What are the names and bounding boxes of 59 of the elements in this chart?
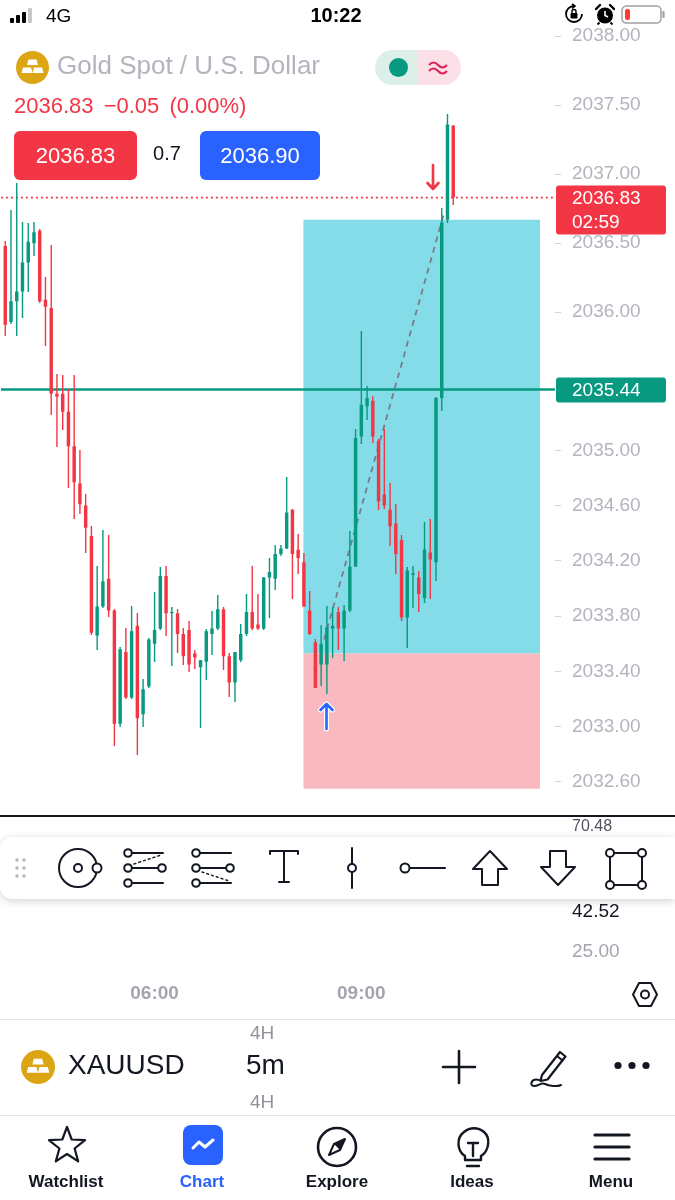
annotation: 0.7 — [153, 142, 181, 165]
candlestick — [296, 534, 300, 574]
y-tick-label: 2038.00 — [572, 24, 641, 46]
y-tick-label: 2034.20 — [572, 549, 641, 571]
y-tick-label: 2036.00 — [572, 300, 641, 322]
text: Chart — [179, 1172, 225, 1192]
y-tick-label: 2037.00 — [572, 162, 641, 184]
text: Menu — [588, 1172, 634, 1192]
y-tick-label: 2033.40 — [572, 659, 641, 681]
candlestick — [101, 530, 105, 608]
candlestick — [394, 504, 398, 574]
candlestick — [210, 611, 214, 655]
ref-line-label: 2036.83 02:59 — [572, 186, 641, 232]
text: 5m — [246, 1049, 285, 1082]
y-tick-label: 2032.60 — [572, 770, 641, 792]
candlestick — [342, 605, 346, 661]
candlestick — [279, 545, 283, 556]
candlestick — [411, 566, 415, 608]
text: Ideas — [450, 1172, 494, 1192]
text: 25.00 — [572, 940, 620, 962]
candlestick — [55, 374, 59, 447]
candlestick — [273, 545, 277, 590]
candlestick — [72, 375, 76, 519]
y-tick-label: 2036.50 — [572, 231, 641, 253]
candlestick — [32, 222, 36, 256]
candlestick — [95, 566, 99, 650]
text: 10:22 — [310, 4, 362, 27]
y-tick-label: 2034.60 — [572, 493, 641, 515]
x-tick-label: 06:00 — [130, 982, 179, 1004]
candlestick — [170, 607, 174, 666]
candlestick — [78, 450, 82, 514]
text: 70.48 — [572, 817, 613, 836]
annotation: 2036.83 — [35, 142, 116, 169]
candlestick — [256, 594, 260, 630]
y-tick-label: 2037.50 — [572, 93, 641, 115]
text: 4G — [46, 5, 72, 27]
candlestick — [124, 628, 128, 699]
candlestick — [388, 483, 392, 546]
candlestick — [325, 606, 329, 694]
text: Explore — [305, 1172, 369, 1192]
candlestick — [164, 566, 168, 636]
candlestick — [141, 679, 145, 727]
candlestick — [233, 652, 237, 702]
candlestick — [348, 531, 352, 612]
text: 4H — [250, 1022, 275, 1044]
candlestick — [9, 210, 13, 324]
text: Watchlist — [28, 1172, 104, 1192]
text: 4H — [250, 1091, 275, 1113]
text: XAUUSD — [68, 1049, 185, 1082]
annotation: 2036.90 — [220, 142, 300, 169]
y-tick-label: 2033.00 — [572, 714, 641, 736]
text: Gold Spot / U.S. Dollar — [57, 50, 320, 81]
ref-line-label: 2035.44 — [572, 378, 642, 400]
text: 2036.83 −0.05 (0.00%) — [14, 93, 247, 119]
candlestick — [319, 625, 323, 686]
x-tick-label: 09:00 — [337, 982, 386, 1004]
text: 42.52 — [572, 900, 620, 922]
y-tick-label: 2033.80 — [572, 604, 641, 626]
y-tick-label: 2035.00 — [572, 438, 641, 460]
